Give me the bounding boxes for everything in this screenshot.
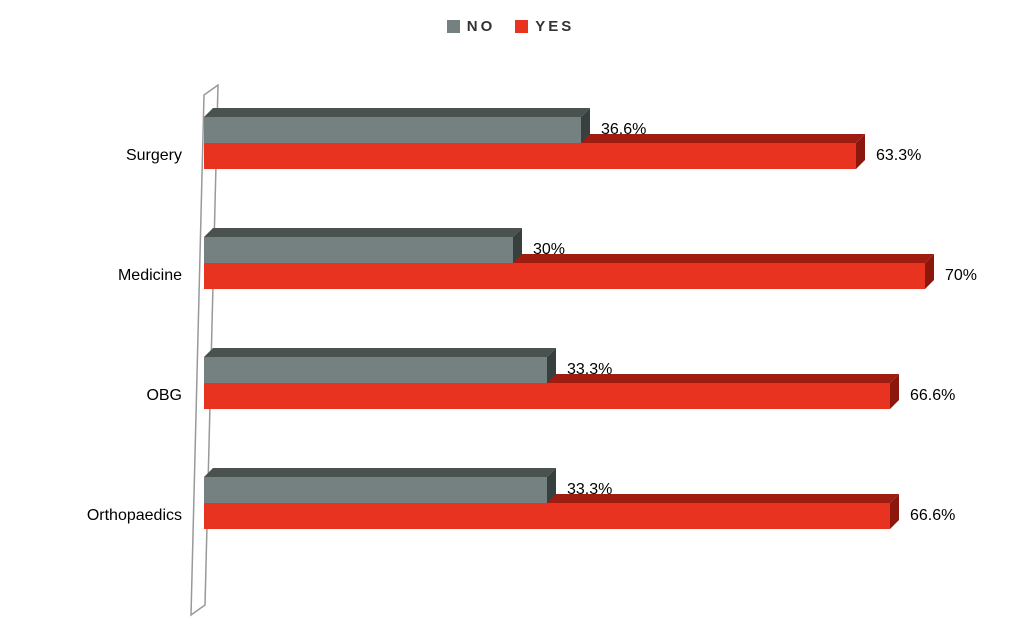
bar-yes (204, 134, 865, 169)
chart-legend: NO YES (0, 18, 1021, 35)
bar-no (204, 468, 556, 503)
value-label: 33.3% (567, 361, 613, 378)
bar-top-face (204, 468, 556, 477)
value-label: 30% (533, 241, 566, 258)
legend-label-no: NO (466, 18, 496, 35)
category-label: Medicine (117, 267, 182, 284)
legend-item-no: NO (446, 18, 496, 35)
bar-no (204, 348, 556, 383)
bar-yes (204, 374, 899, 409)
value-label: 36.6% (601, 121, 647, 138)
value-label: 70% (945, 267, 978, 284)
bar-front-face (204, 143, 856, 169)
axis-wall (190, 84, 219, 617)
bar-yes (204, 254, 934, 289)
category-label: Surgery (125, 147, 182, 164)
legend-label-yes: YES (535, 18, 575, 35)
bar-front-face (204, 117, 581, 143)
value-label: 66.6% (910, 507, 956, 524)
category-label: Orthopaedics (86, 507, 182, 524)
bar-front-face (204, 263, 925, 289)
bar-yes (204, 494, 899, 529)
bar-top-face (204, 108, 590, 117)
bar-front-face (204, 503, 890, 529)
bar-front-face (204, 383, 890, 409)
bar-no (204, 228, 522, 263)
legend-swatch-no (446, 20, 460, 33)
category-label: OBG (146, 387, 182, 404)
bar-front-face (204, 357, 547, 383)
legend-swatch-yes (515, 20, 529, 33)
value-label: 63.3% (876, 147, 922, 164)
bar-front-face (204, 237, 513, 263)
bar-top-face (204, 348, 556, 357)
value-label: 33.3% (567, 481, 613, 498)
legend-item-yes: YES (515, 18, 574, 35)
value-label: 66.6% (910, 387, 956, 404)
bar-front-face (204, 477, 547, 503)
bar-top-face (204, 228, 522, 237)
bar-no (204, 108, 590, 143)
